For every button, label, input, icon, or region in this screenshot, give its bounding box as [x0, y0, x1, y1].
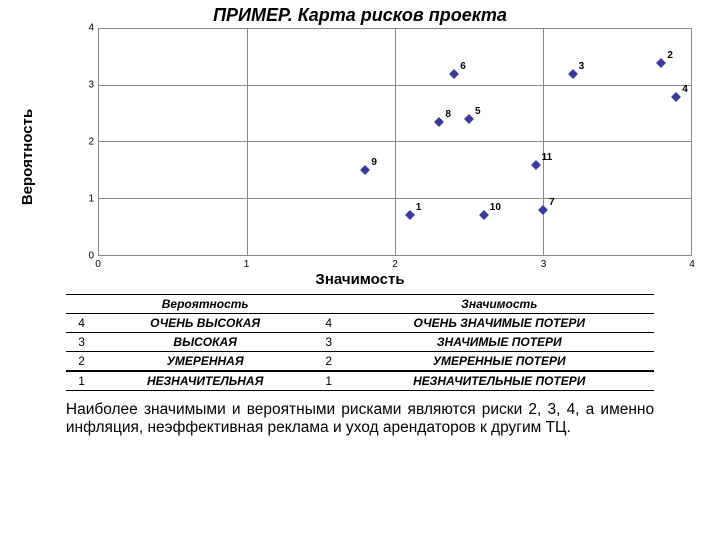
plot-area: 1 2 3 4 5 6 7 8 9 10 11	[98, 28, 692, 256]
level-number: 3	[66, 333, 97, 352]
probability-label: ВЫСОКАЯ	[97, 333, 313, 352]
summary-paragraph: Наиболее значимыми и вероятными рисками …	[66, 401, 654, 438]
probability-label: НЕЗНАЧИТЕЛЬНАЯ	[97, 371, 313, 391]
x-tick-label: 1	[244, 259, 250, 270]
scatter-point-label: 5	[475, 106, 481, 117]
probability-label: УМЕРЕННАЯ	[97, 352, 313, 372]
x-tick-label: 3	[541, 259, 547, 270]
x-tick-label: 0	[95, 259, 101, 270]
probability-label: ОЧЕНЬ ВЫСОКАЯ	[97, 314, 313, 333]
th-blank1	[66, 295, 97, 314]
page-title: ПРИМЕР. Карта рисков проекта	[18, 5, 702, 26]
x-axis-label: Значимость	[315, 271, 404, 288]
scatter-point	[479, 211, 489, 221]
significance-label: НЕЗНАЧИТЕЛЬНЫЕ ПОТЕРИ	[344, 371, 654, 391]
scatter-point-label: 6	[460, 61, 466, 72]
significance-label: УМЕРЕННЫЕ ПОТЕРИ	[344, 352, 654, 372]
scatter-point	[449, 69, 459, 79]
table-row: 3ВЫСОКАЯ3ЗНАЧИМЫЕ ПОТЕРИ	[66, 333, 654, 352]
y-tick-label: 0	[80, 251, 94, 262]
th-significance: Значимость	[344, 295, 654, 314]
y-tick-label: 1	[80, 194, 94, 205]
th-blank2	[313, 295, 344, 314]
table-row: 4ОЧЕНЬ ВЫСОКАЯ4ОЧЕНЬ ЗНАЧИМЫЕ ПОТЕРИ	[66, 314, 654, 333]
scatter-point	[464, 114, 474, 124]
level-number: 1	[313, 371, 344, 391]
scatter-point-label: 9	[371, 157, 377, 168]
gridline-vertical	[395, 29, 396, 255]
level-number: 1	[66, 371, 97, 391]
gridline-horizontal	[99, 198, 691, 199]
gridline-vertical	[543, 29, 544, 255]
scatter-point-label: 8	[445, 109, 451, 120]
level-number: 3	[313, 333, 344, 352]
scatter-point	[656, 58, 666, 68]
risk-scatter-chart: Вероятность 1234567891011 Значимость 012…	[18, 28, 702, 286]
scatter-point	[538, 205, 548, 215]
table-row: 1НЕЗНАЧИТЕЛЬНАЯ1НЕЗНАЧИТЕЛЬНЫЕ ПОТЕРИ	[66, 371, 654, 391]
level-number: 4	[313, 314, 344, 333]
scatter-point	[568, 69, 578, 79]
gridline-vertical	[247, 29, 248, 255]
table-row: 2УМЕРЕННАЯ2УМЕРЕННЫЕ ПОТЕРИ	[66, 352, 654, 372]
scatter-point-label: 2	[667, 50, 673, 61]
scatter-point-label: 4	[682, 84, 688, 95]
scatter-point-label: 10	[490, 202, 501, 213]
legend-table: Вероятность Значимость 4ОЧЕНЬ ВЫСОКАЯ4ОЧ…	[66, 294, 654, 391]
y-tick-label: 2	[80, 137, 94, 148]
scatter-point	[531, 160, 541, 170]
gridline-horizontal	[99, 141, 691, 142]
table-header-row: Вероятность Значимость	[66, 295, 654, 314]
y-tick-label: 3	[80, 80, 94, 91]
x-tick-label: 4	[689, 259, 695, 270]
scatter-point-label: 3	[579, 61, 585, 72]
scatter-point-label: 11	[542, 152, 553, 163]
scatter-point-label: 1	[416, 202, 422, 213]
scatter-point-label: 7	[549, 197, 555, 208]
significance-label: ЗНАЧИМЫЕ ПОТЕРИ	[344, 333, 654, 352]
level-number: 4	[66, 314, 97, 333]
scatter-point	[405, 211, 415, 221]
x-tick-label: 2	[392, 259, 398, 270]
significance-label: ОЧЕНЬ ЗНАЧИМЫЕ ПОТЕРИ	[344, 314, 654, 333]
level-number: 2	[66, 352, 97, 372]
y-tick-label: 4	[80, 23, 94, 34]
scatter-point	[434, 117, 444, 127]
gridline-horizontal	[99, 85, 691, 86]
scatter-point	[671, 92, 681, 102]
y-axis-label: Вероятность	[19, 109, 36, 205]
level-number: 2	[313, 352, 344, 372]
th-probability: Вероятность	[97, 295, 313, 314]
scatter-point	[360, 165, 370, 175]
